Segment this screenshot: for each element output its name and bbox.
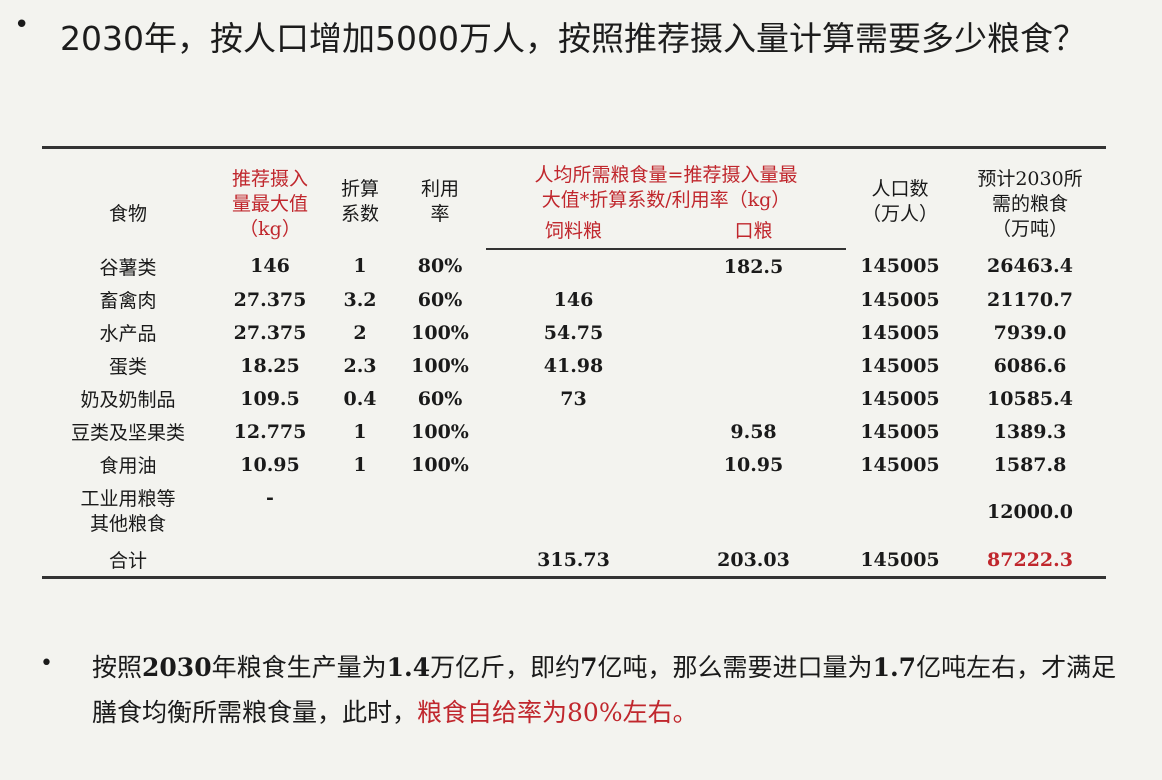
cell-feed: 73 xyxy=(560,387,587,410)
cell-food: 奶及奶制品 xyxy=(80,389,176,411)
cell-pop xyxy=(846,481,954,543)
cell-food: 谷薯类 xyxy=(99,256,157,279)
cell-ration: 10.95 xyxy=(723,453,784,476)
conclusion-bullet: • xyxy=(40,651,53,676)
header-max-intake: 推荐摄入 量最大值 （kg） xyxy=(214,146,326,249)
cell-feed: 315.73 xyxy=(486,543,661,579)
cell-feed xyxy=(486,415,661,448)
cell-util xyxy=(394,543,486,579)
header-food: 食物 xyxy=(42,146,214,249)
cell-ration: 182.5 xyxy=(723,255,784,278)
cell-intake: 27.375 xyxy=(233,288,307,311)
cell-util xyxy=(394,481,486,543)
cell-ration xyxy=(661,481,846,543)
cell-intake: 146 xyxy=(250,255,290,277)
cell-pop: 145005 xyxy=(860,420,940,443)
cell-total: 1389.3 xyxy=(993,420,1067,443)
cell-pop: 145005 xyxy=(846,543,954,579)
cell-total: 10585.4 xyxy=(987,387,1073,410)
cell-util: 80% xyxy=(417,255,463,277)
cell-feed: 146 xyxy=(553,288,594,311)
table-row: 水产品 27.375 2 100% 54.75 145005 7939.0 xyxy=(42,316,1106,349)
header-row-top: 食物 推荐摄入 量最大值 （kg） 折算 系数 利用 率 人均所需粮食量=推荐摄… xyxy=(42,146,1106,249)
cell-coef: 2 xyxy=(353,321,367,344)
table-row: 食用油 10.95 1 100% 10.95 145005 1587.8 xyxy=(42,448,1106,481)
cell-feed: 41.98 xyxy=(543,354,604,377)
header-row-bottom: 饲料粮 口粮 xyxy=(42,214,1106,250)
cell-coef: 1 xyxy=(353,420,367,443)
cell-food: 工业用粮等 其他粮食 xyxy=(80,488,176,535)
cell-feed xyxy=(486,481,661,543)
cell-total-sum: 87222.3 xyxy=(954,543,1106,579)
cell-coef: 1 xyxy=(353,255,367,277)
cell-pop: 145005 xyxy=(860,255,940,277)
cell-util: 100% xyxy=(411,453,469,476)
question-text: 2030年，按人口增加5000万人，按照推荐摄入量计算需要多少粮食？ xyxy=(60,19,1086,58)
table-row: 畜禽肉 27.375 3.2 60% 146 145005 21170.7 xyxy=(42,283,1106,316)
cell-intake: 12.775 xyxy=(233,420,307,443)
cell-pop: 145005 xyxy=(860,321,940,344)
grain-table-wrapper: 食物 推荐摄入 量最大值 （kg） 折算 系数 利用 率 人均所需粮食量=推荐摄… xyxy=(42,146,1106,579)
cell-intake: 27.375 xyxy=(233,321,307,344)
cell-food: 水产品 xyxy=(99,323,157,345)
conclusion-text: 按照2030年粮食生产量为1.4万亿斤，即约7亿吨，那么需要进口量为1.7亿吨左… xyxy=(92,653,1117,727)
cell-feed: 54.75 xyxy=(543,321,604,344)
cell-ration: 9.58 xyxy=(730,420,777,443)
cell-util: 60% xyxy=(417,288,463,311)
cell-pop: 145005 xyxy=(860,387,940,410)
cell-food: 豆类及坚果类 xyxy=(70,422,185,444)
cell-intake: 109.5 xyxy=(240,387,300,410)
cell-coef xyxy=(326,481,394,543)
header-feed-grain: 饲料粮 xyxy=(486,214,661,250)
cell-food: 合计 xyxy=(42,543,214,579)
header-utilization: 利用 率 xyxy=(394,146,486,249)
cell-util: 100% xyxy=(411,321,469,344)
cell-intake: 10.95 xyxy=(240,453,300,476)
cell-ration: 203.03 xyxy=(661,543,846,579)
cell-total: 12000.0 xyxy=(987,501,1073,523)
table-row: 豆类及坚果类 12.775 1 100% 9.58 145005 1389.3 xyxy=(42,415,1106,448)
cell-coef: 0.4 xyxy=(343,387,377,410)
table-row: 蛋类 18.25 2.3 100% 41.98 145005 6086.6 xyxy=(42,349,1106,382)
header-total-grain: 预计2030所 需的粮食 （万吨） xyxy=(954,146,1106,249)
cell-food: 畜禽肉 xyxy=(99,290,157,312)
header-population: 人口数 （万人） xyxy=(846,146,954,249)
cell-total: 21170.7 xyxy=(987,288,1073,311)
cell-util: 60% xyxy=(417,387,463,410)
cell-total: 26463.4 xyxy=(987,255,1073,277)
cell-total: 7939.0 xyxy=(993,321,1067,344)
cell-util: 100% xyxy=(411,354,469,377)
cell-ration xyxy=(661,349,846,382)
grain-demand-table: 食物 推荐摄入 量最大值 （kg） 折算 系数 利用 率 人均所需粮食量=推荐摄… xyxy=(42,146,1106,579)
cell-coef xyxy=(326,543,394,579)
question-bullet: • xyxy=(14,10,30,40)
table-row: 奶及奶制品 109.5 0.4 60% 73 145005 10585.4 xyxy=(42,382,1106,415)
cell-food: 食用油 xyxy=(99,455,157,477)
cell-feed xyxy=(486,249,661,283)
header-coefficient: 折算 系数 xyxy=(326,146,394,249)
cell-intake: - xyxy=(266,487,274,509)
cell-intake xyxy=(214,543,326,579)
cell-ration xyxy=(661,283,846,316)
table-row-sum: 合计 315.73 203.03 145005 87222.3 xyxy=(42,543,1106,579)
cell-total: 1587.8 xyxy=(993,453,1067,476)
cell-food: 蛋类 xyxy=(108,356,147,378)
cell-pop: 145005 xyxy=(860,354,940,377)
self-sufficiency-highlight: 粮食自给率为80%左右。 xyxy=(417,698,698,727)
cell-ration xyxy=(661,382,846,415)
cell-util: 100% xyxy=(411,420,469,443)
table-row-industrial: 工业用粮等 其他粮食 - 12000.0 xyxy=(42,481,1106,543)
cell-pop: 145005 xyxy=(860,453,940,476)
cell-total: 6086.6 xyxy=(993,354,1067,377)
cell-pop: 145005 xyxy=(860,288,940,311)
header-ration: 口粮 xyxy=(661,214,846,250)
cell-feed xyxy=(486,448,661,481)
cell-intake: 18.25 xyxy=(240,354,300,377)
cell-coef: 3.2 xyxy=(343,288,377,311)
header-per-capita: 人均所需粮食量=推荐摄入量最 大值*折算系数/利用率（kg） xyxy=(486,146,846,214)
cell-ration xyxy=(661,316,846,349)
cell-coef: 1 xyxy=(353,453,367,476)
table-row: 谷薯类 146 1 80% 182.5 145005 26463.4 xyxy=(42,249,1106,283)
cell-coef: 2.3 xyxy=(343,354,377,377)
